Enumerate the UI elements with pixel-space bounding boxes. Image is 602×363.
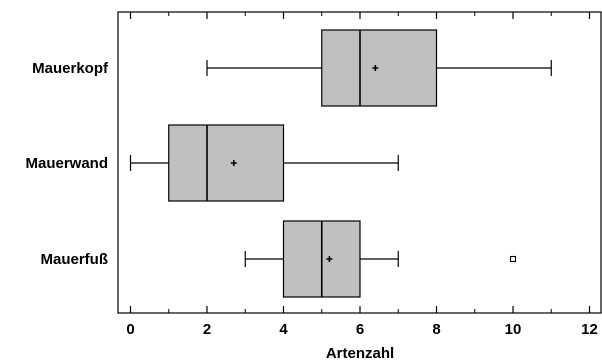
box-series — [129, 29, 552, 298]
category-labels: Mauerkopf Mauerwand Mauerfuß — [25, 60, 109, 268]
category-label: Mauerfuß — [41, 251, 109, 268]
category-label: Mauerwand — [25, 155, 108, 172]
x-tick-label: 12 — [581, 321, 598, 338]
x-axis-title: Artenzahl — [326, 345, 394, 362]
outlier-marker — [509, 255, 517, 263]
mean-marker — [372, 65, 379, 71]
x-tick-label: 10 — [505, 321, 522, 338]
x-tick-labels: 0 2 4 6 8 10 12 — [126, 321, 598, 338]
iqr-box — [168, 124, 285, 202]
iqr-box — [321, 29, 438, 107]
tick-marks — [129, 12, 591, 313]
box-group — [206, 29, 552, 107]
box-group — [244, 220, 517, 298]
x-tick-label: 4 — [279, 321, 288, 338]
x-tick-label: 6 — [356, 321, 364, 338]
x-tick-label: 0 — [126, 321, 134, 338]
x-tick-label: 2 — [203, 321, 211, 338]
x-tick-label: 8 — [432, 321, 440, 338]
mean-marker — [230, 160, 237, 166]
mean-marker — [326, 256, 333, 262]
box-group — [129, 124, 399, 202]
category-label: Mauerkopf — [32, 60, 109, 77]
